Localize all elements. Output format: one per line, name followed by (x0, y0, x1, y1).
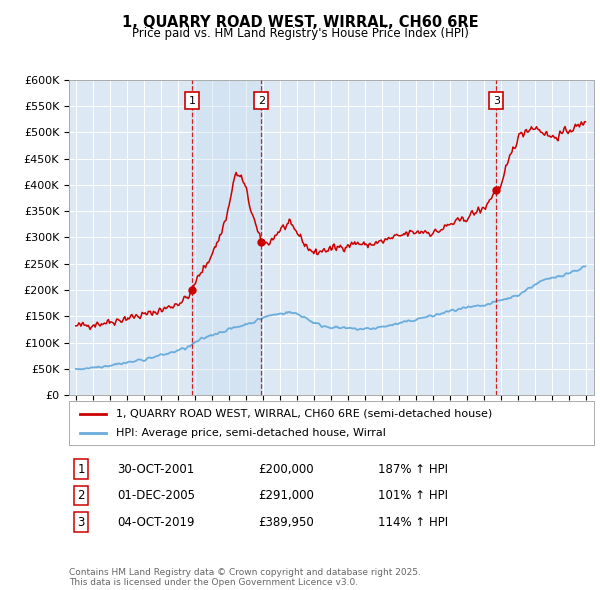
Text: 1, QUARRY ROAD WEST, WIRRAL, CH60 6RE: 1, QUARRY ROAD WEST, WIRRAL, CH60 6RE (122, 15, 478, 30)
Text: 114% ↑ HPI: 114% ↑ HPI (378, 516, 448, 529)
Text: Contains HM Land Registry data © Crown copyright and database right 2025.
This d: Contains HM Land Registry data © Crown c… (69, 568, 421, 587)
Text: 101% ↑ HPI: 101% ↑ HPI (378, 489, 448, 502)
Text: 04-OCT-2019: 04-OCT-2019 (117, 516, 194, 529)
Bar (262, 80, 496, 395)
Text: 30-OCT-2001: 30-OCT-2001 (117, 463, 194, 476)
Text: 3: 3 (77, 516, 85, 529)
Text: 3: 3 (493, 96, 500, 106)
Text: 187% ↑ HPI: 187% ↑ HPI (378, 463, 448, 476)
Text: 2: 2 (77, 489, 85, 502)
Text: 01-DEC-2005: 01-DEC-2005 (117, 489, 195, 502)
Text: £389,950: £389,950 (258, 516, 314, 529)
Text: HPI: Average price, semi-detached house, Wirral: HPI: Average price, semi-detached house,… (116, 428, 386, 438)
Text: 1: 1 (188, 96, 196, 106)
Text: 2: 2 (258, 96, 265, 106)
Text: £291,000: £291,000 (258, 489, 314, 502)
Text: £200,000: £200,000 (258, 463, 314, 476)
Text: 1, QUARRY ROAD WEST, WIRRAL, CH60 6RE (semi-detached house): 1, QUARRY ROAD WEST, WIRRAL, CH60 6RE (s… (116, 409, 493, 418)
Text: Price paid vs. HM Land Registry's House Price Index (HPI): Price paid vs. HM Land Registry's House … (131, 27, 469, 40)
Bar (192, 80, 262, 395)
Text: 1: 1 (77, 463, 85, 476)
